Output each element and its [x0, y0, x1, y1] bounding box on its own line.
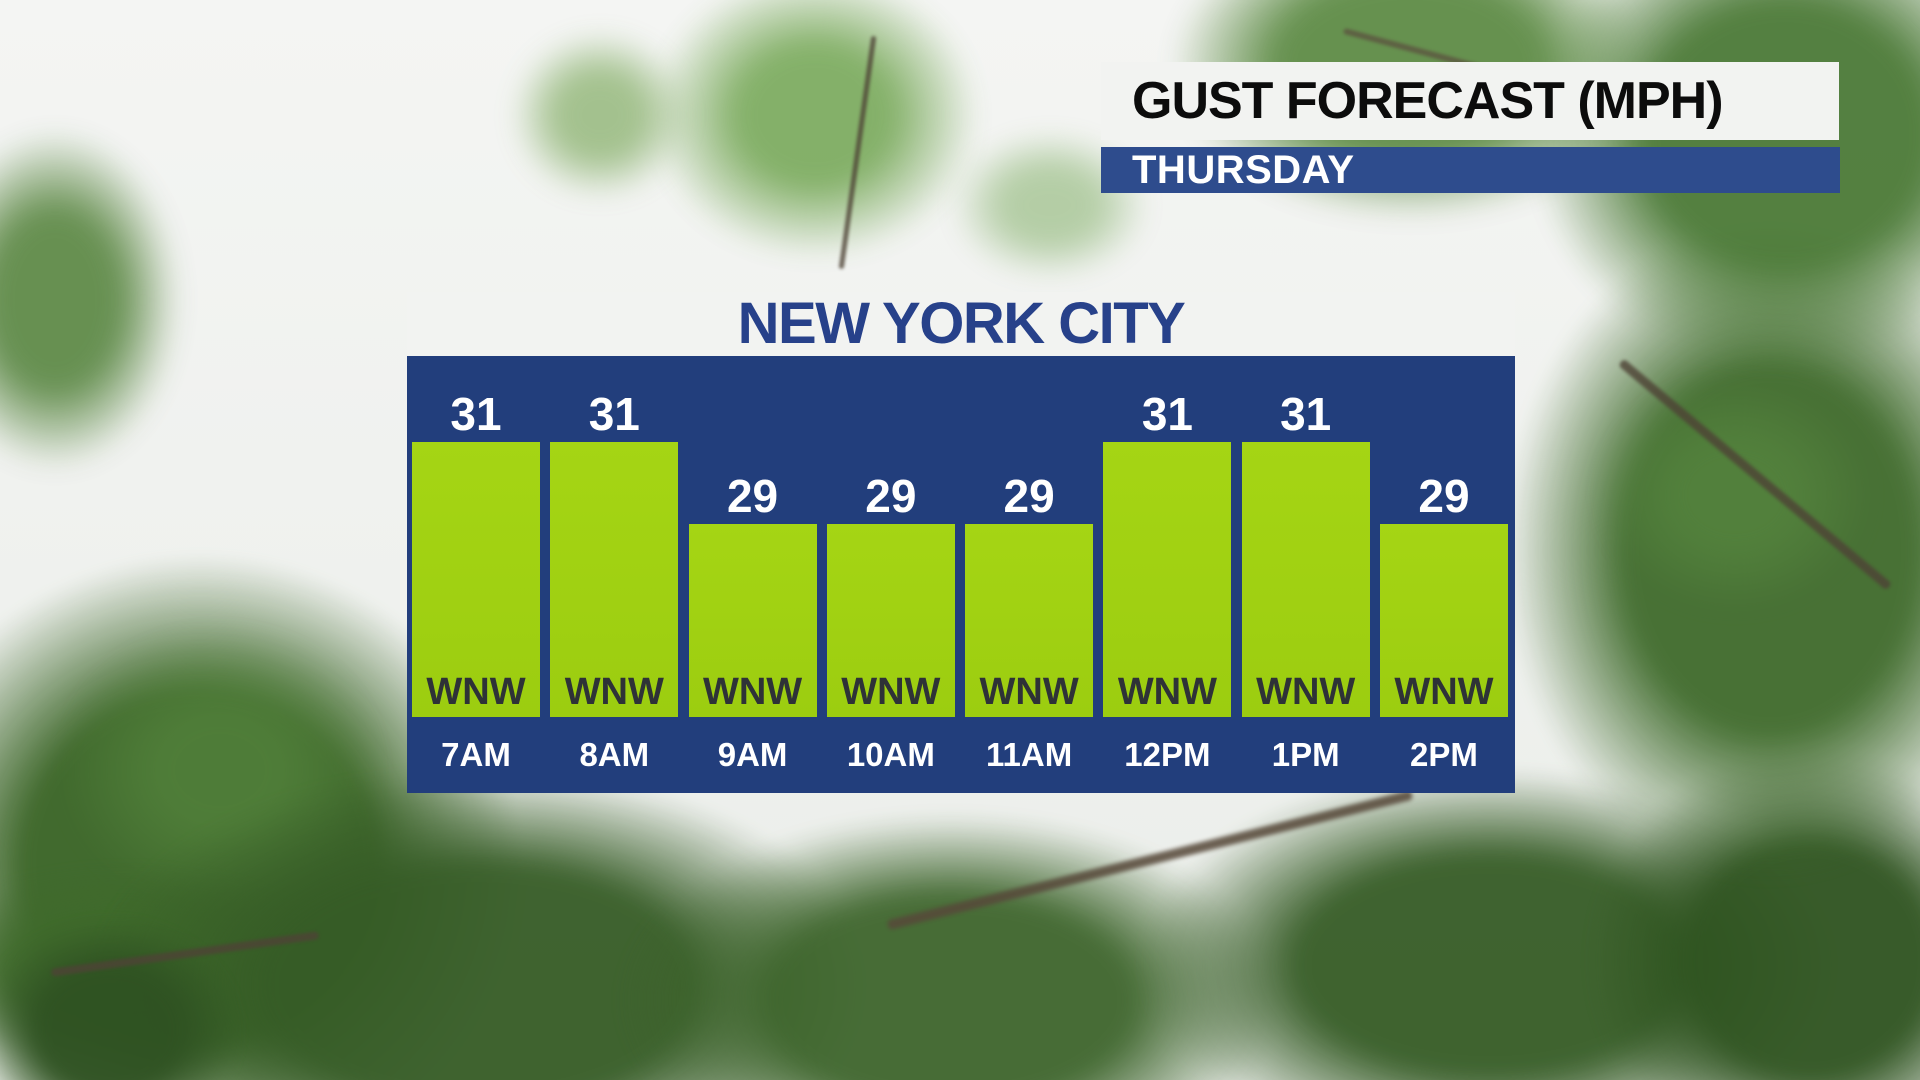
gust-value-label: 29: [1003, 470, 1055, 522]
gust-bar: WNW: [965, 524, 1094, 717]
foliage-blob: [0, 130, 180, 470]
gust-value-label: 31: [450, 388, 502, 440]
gust-value-label: 31: [1280, 388, 1332, 440]
hour-column: 29 WNW 10AM: [826, 356, 955, 793]
gust-value-label: 31: [588, 388, 640, 440]
time-label: 9AM: [717, 736, 788, 773]
gust-value-label: 29: [1418, 470, 1470, 522]
hour-column: 29 WNW 2PM: [1379, 356, 1508, 793]
time-label: 2PM: [1410, 736, 1478, 773]
hour-column: 29 WNW 9AM: [688, 356, 817, 793]
time-label: 11AM: [986, 736, 1073, 773]
forecast-panel: NEW YORK CITY 31 WNW 7AM 31 WNW 8AM 29 WNW 9AM 29…: [407, 292, 1515, 793]
foliage-blob: [510, 30, 690, 200]
foliage-blob: [650, 0, 980, 260]
day-banner: THURSDAY: [1101, 147, 1840, 193]
gust-bar: WNW: [1379, 524, 1508, 717]
foliage-blob: [1600, 380, 1870, 610]
time-label: 1PM: [1271, 736, 1340, 773]
wind-direction-label: WNW: [1394, 671, 1494, 713]
gust-bar: WNW: [1103, 442, 1232, 717]
hour-column: 31 WNW 7AM: [412, 356, 540, 793]
hour-column: 31 WNW 8AM: [550, 356, 679, 793]
wind-direction-label: WNW: [1117, 671, 1217, 713]
location-header: NEW YORK CITY: [407, 292, 1515, 356]
time-label: 10AM: [846, 736, 935, 773]
gust-forecast-title: GUST FORECAST (MPH): [1132, 72, 1724, 130]
gust-bar: WNW: [826, 524, 955, 717]
hour-column: 31 WNW 1PM: [1241, 356, 1370, 793]
gust-forecast-title-box: GUST FORECAST (MPH): [1101, 62, 1839, 140]
hour-column: 29 WNW 11AM: [965, 356, 1094, 793]
wind-direction-label: WNW: [979, 671, 1079, 713]
wind-direction-label: WNW: [426, 671, 526, 713]
wind-direction-label: WNW: [564, 671, 664, 713]
hour-column: 31 WNW 12PM: [1103, 356, 1232, 793]
gust-bar-chart: 31 WNW 7AM 31 WNW 8AM 29 WNW 9AM 29 WNW 10AM 29 WNW 11…: [407, 356, 1515, 793]
gust-value-label: 29: [726, 470, 779, 522]
gust-bar: WNW: [688, 524, 817, 717]
day-label: THURSDAY: [1132, 147, 1355, 192]
gust-value-label: 31: [1141, 388, 1193, 440]
location-title: NEW YORK CITY: [737, 291, 1186, 356]
time-label: 12PM: [1124, 736, 1211, 773]
gust-value-label: 29: [865, 470, 917, 522]
time-label: 7AM: [441, 736, 511, 773]
gust-bar: WNW: [412, 442, 540, 717]
gust-bar: WNW: [550, 442, 679, 717]
time-label: 8AM: [579, 736, 650, 773]
wind-direction-label: WNW: [841, 671, 941, 713]
wind-direction-label: WNW: [702, 671, 803, 713]
gust-bar: WNW: [1241, 442, 1370, 717]
wind-direction-label: WNW: [1256, 671, 1356, 713]
